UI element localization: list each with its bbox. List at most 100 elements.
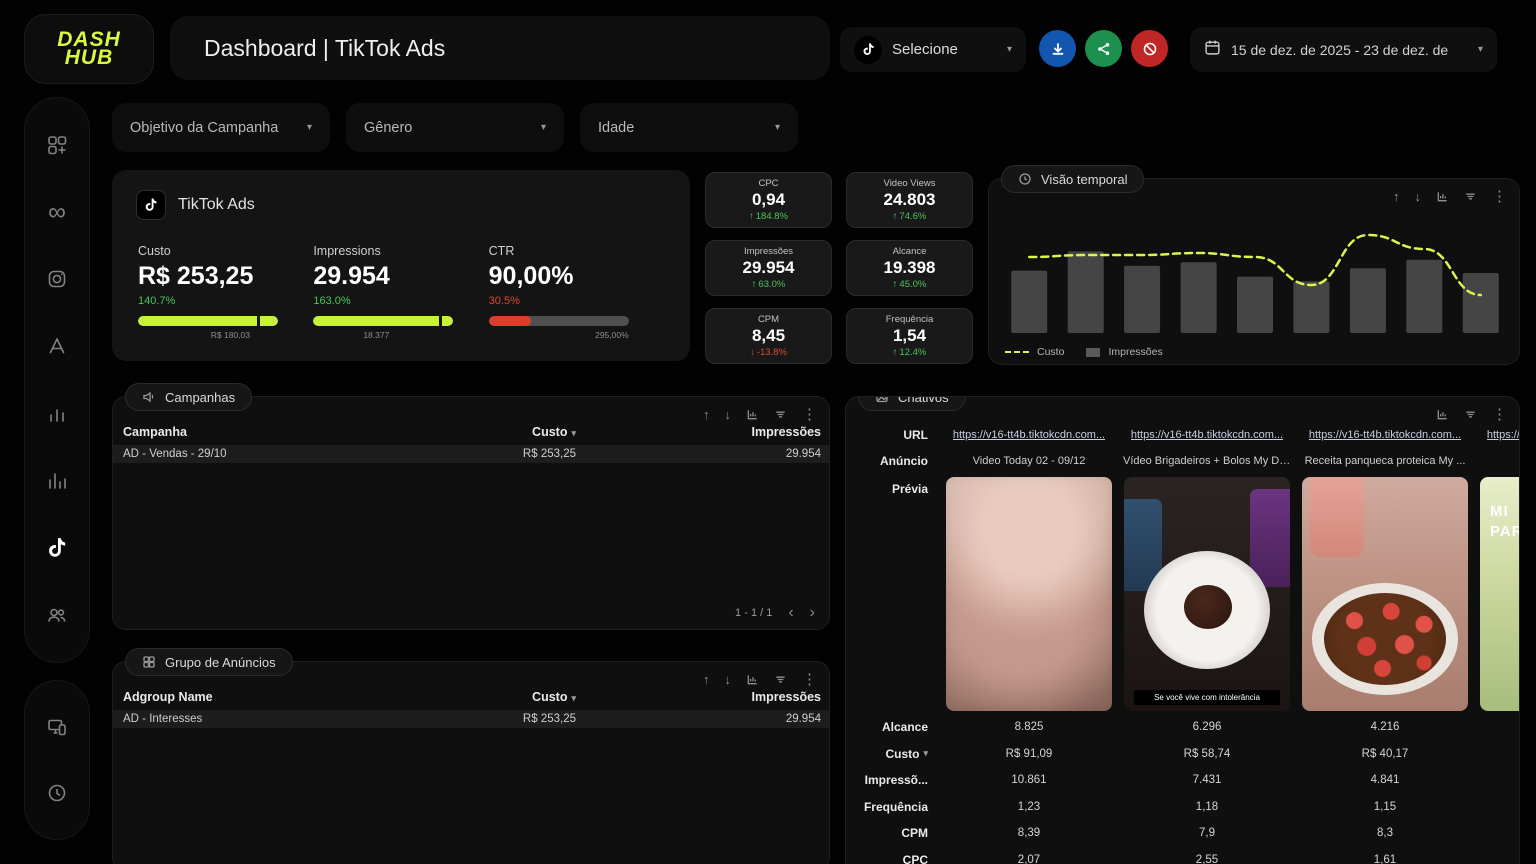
sidebar-item-history[interactable] — [37, 773, 77, 813]
sidebar-item-tiktok[interactable] — [37, 528, 77, 568]
filter-gender[interactable]: Gênero ▾ — [346, 103, 564, 152]
next-page-icon[interactable]: › — [809, 604, 815, 621]
move-down-icon[interactable]: ↓ — [1414, 188, 1422, 204]
chart-export-icon[interactable] — [1436, 190, 1449, 203]
panel-title: Campanhas — [165, 389, 236, 405]
column-custo-sort[interactable]: Custo ▾ — [532, 425, 576, 439]
creatives-table: URL Anúncio Prévia Alcance Custo ▾ Impres… — [846, 397, 1519, 864]
creative-column: https://v16-tt4b.tiktokcdn.com... Vídeo … — [1474, 421, 1519, 864]
filter-campaign-objective[interactable]: Objetivo da Campanha ▾ — [112, 103, 330, 152]
table-row[interactable]: AD - Interesses R$ 253,25 29.954 — [113, 710, 829, 728]
filter-icon[interactable] — [1464, 190, 1477, 203]
logo-text-line2: HUB — [64, 46, 114, 69]
creative-preview[interactable] — [946, 477, 1112, 711]
chevron-down-icon: ▾ — [1006, 44, 1012, 55]
chart-legend: Custo Impressões — [1005, 346, 1163, 358]
download-button[interactable] — [1039, 30, 1076, 67]
page-title-bar: Dashboard | TikTok Ads — [170, 16, 830, 80]
filter-label: Gênero — [364, 119, 413, 136]
adgroup-grid-icon — [143, 656, 155, 668]
summary-metric-custo: Custo R$ 253,25 140.7% R$ 180,03 — [138, 244, 313, 342]
panel-title: Criativos — [898, 396, 949, 405]
sidebar-item-instagram[interactable] — [37, 259, 77, 299]
instagram-icon — [48, 271, 66, 288]
move-down-icon[interactable]: ↓ — [724, 671, 732, 687]
sidebar-item-audience[interactable] — [37, 595, 77, 635]
creative-ad-name: Receita panqueca proteica My ... — [1304, 455, 1466, 467]
megaphone-icon — [143, 391, 154, 403]
share-button[interactable] — [1085, 30, 1122, 67]
column-adgroup-name: Adgroup Name — [123, 690, 213, 704]
delta-value: 30.5% — [488, 295, 520, 307]
calendar-icon — [1204, 39, 1221, 61]
sidebar-item-reports[interactable] — [37, 461, 77, 501]
chart-export-icon[interactable] — [1436, 408, 1449, 421]
chevron-down-icon: ▾ — [306, 122, 312, 133]
creative-url-link[interactable]: https://v16-tt4b.tiktokcdn.com... — [1130, 428, 1284, 441]
creative-column: https://v16-tt4b.tiktokcdn.com... Receit… — [1296, 421, 1474, 864]
kpi-tile-cpc: CPC 0,94 ↑ 184.8% — [705, 172, 832, 228]
creative-url-link[interactable]: https://v16-tt4b.tiktokcdn.com... — [1486, 428, 1519, 441]
tiktok-ads-summary-card: TikTok Ads Custo R$ 253,25 140.7% R$ 180… — [112, 170, 690, 361]
dashboard-add-icon — [48, 136, 67, 155]
filter-age[interactable]: Idade ▾ — [580, 103, 798, 152]
platform-select-value: Selecione — [892, 41, 958, 58]
sidebar-item-meta[interactable]: ∞ — [37, 192, 77, 232]
sidebar-footer — [24, 680, 90, 840]
table-row[interactable]: AD - Vendas - 29/10 R$ 253,25 29.954 — [113, 445, 829, 463]
sidebar-item-devices[interactable] — [37, 707, 77, 747]
custo-line-swatch — [1005, 351, 1029, 353]
creative-ad-name: Vídeo Brigadeiros + Bolos My Dr... — [1123, 455, 1291, 467]
disconnect-button[interactable] — [1131, 30, 1168, 67]
trend-arrow-icon: ↑ — [892, 211, 898, 222]
panel-actions: ↑ ↓ ⋮ — [703, 405, 817, 423]
dashhub-logo[interactable]: DASH HUB — [24, 14, 154, 84]
panel-title: Grupo de Anúncios — [165, 654, 276, 670]
chevron-down-icon: ▾ — [774, 122, 780, 133]
filter-icon[interactable] — [1464, 408, 1477, 421]
sidebar-item-dashboard[interactable] — [37, 125, 77, 165]
chart-export-icon[interactable] — [746, 673, 759, 686]
move-up-icon[interactable]: ↑ — [1393, 188, 1400, 204]
target-value: R$ 180,03 — [210, 330, 251, 340]
kebab-menu-icon[interactable]: ⋮ — [802, 406, 817, 423]
move-up-icon[interactable]: ↑ — [703, 671, 710, 687]
kpi-tile-impressoes: Impressões 29.954 ↑ 63.0% — [705, 240, 832, 296]
sidebar-item-analytics[interactable] — [37, 394, 77, 434]
chevron-down-icon: ▾ — [540, 122, 546, 133]
target-value: 295,00% — [595, 330, 629, 340]
sort-custo[interactable]: Custo ▾ — [885, 746, 928, 761]
kebab-menu-icon[interactable]: ⋮ — [1492, 406, 1507, 423]
move-up-icon[interactable]: ↑ — [703, 406, 710, 422]
kpi-tile-alcance: Alcance 19.398 ↑ 45.0% — [846, 240, 973, 296]
date-range-picker[interactable]: 15 de dez. de 2025 - 23 de dez. de ▾ — [1190, 27, 1497, 72]
filter-icon[interactable] — [774, 673, 787, 686]
column-custo-sort[interactable]: Custo ▾ — [532, 690, 576, 704]
creative-url-link[interactable]: https://v16-tt4b.tiktokcdn.com... — [952, 428, 1106, 441]
creative-preview[interactable]: MI PAR — [1480, 477, 1519, 711]
summary-metric-ctr: CTR 90,00% 30.5% 295,00% — [488, 244, 664, 342]
move-down-icon[interactable]: ↓ — [724, 406, 732, 422]
trend-arrow-icon: ↑ — [892, 279, 898, 290]
temporal-panel: Visão temporal ↑ ↓ ⋮ Custo Impressões — [988, 165, 1520, 365]
creative-preview[interactable]: Se você vive com intolerância — [1124, 477, 1290, 711]
column-impressoes: Impressões — [751, 425, 821, 439]
column-campanha: Campanha — [123, 425, 187, 439]
creative-url-link[interactable]: https://v16-tt4b.tiktokcdn.com... — [1308, 428, 1462, 441]
kebab-menu-icon[interactable]: ⋮ — [802, 671, 817, 688]
prev-page-icon[interactable]: ‹ — [788, 604, 794, 621]
chart-export-icon[interactable] — [746, 408, 759, 421]
summary-title: TikTok Ads — [178, 196, 255, 213]
disconnect-icon — [1143, 42, 1156, 55]
history-clock-icon — [48, 784, 66, 802]
column-impressoes: Impressões — [751, 690, 821, 704]
creative-preview[interactable] — [1302, 477, 1468, 711]
kebab-menu-icon[interactable]: ⋮ — [1492, 188, 1507, 205]
bar-chart-icon — [50, 408, 64, 422]
sidebar-item-google-ads[interactable] — [37, 326, 77, 366]
target-value: 18.377 — [363, 330, 390, 340]
platform-select[interactable]: Selecione ▾ — [840, 27, 1026, 72]
filter-icon[interactable] — [774, 408, 787, 421]
sort-caret-icon: ▾ — [923, 748, 928, 759]
